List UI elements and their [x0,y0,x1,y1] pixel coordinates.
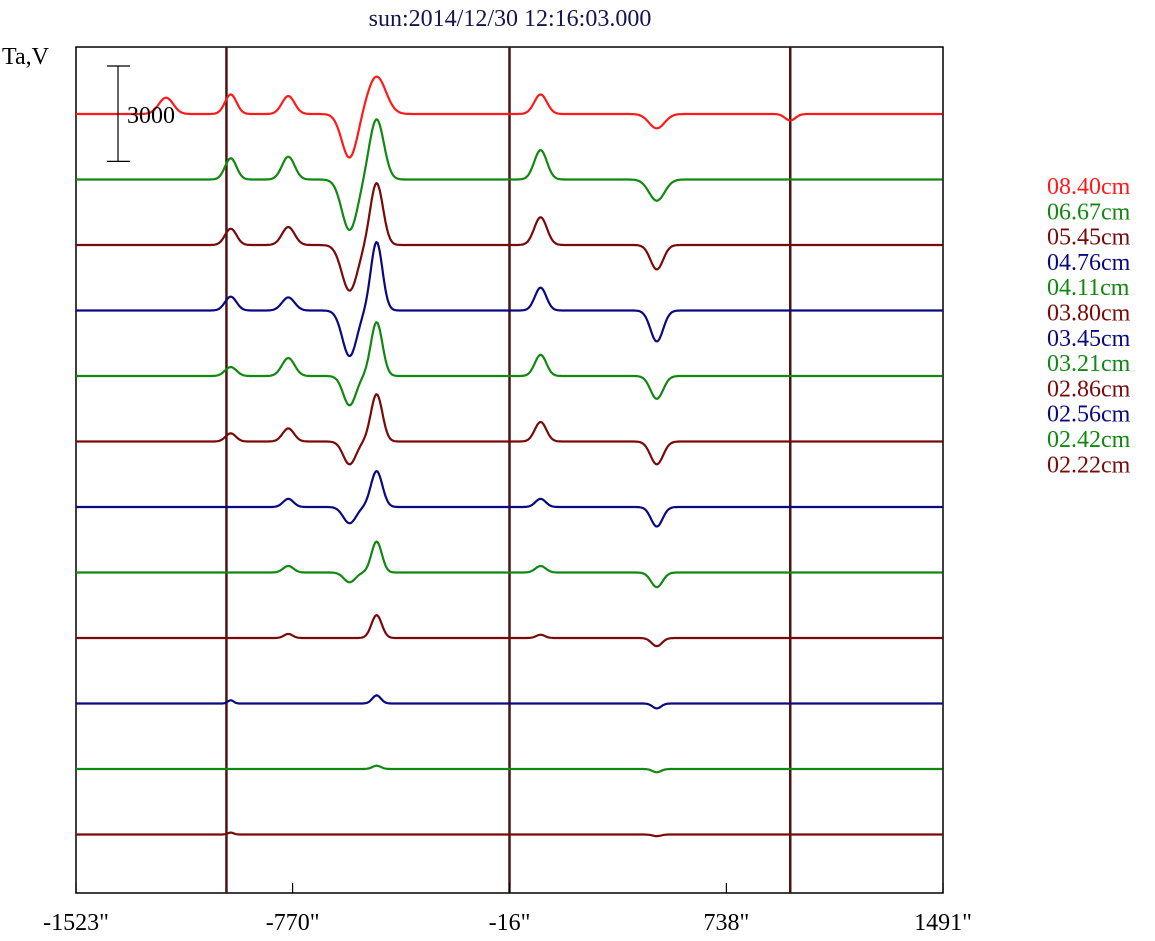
scale-bar-label: 3000 [127,103,175,129]
legend-item-06.67cm: 06.67cm [1047,199,1131,225]
trace-03.21cm [76,540,943,589]
scale-bar: 3000 [107,65,175,162]
x-tick-label-3: 738" [703,910,749,936]
trace-04.11cm [76,320,943,407]
legend-item-02.86cm: 02.86cm [1047,376,1131,402]
legend: 08.40cm06.67cm05.45cm04.76cm04.11cm03.80… [1047,174,1131,478]
trace-02.56cm [76,694,943,710]
trace-03.45cm [76,469,943,528]
series-traces [76,75,943,838]
trace-02.42cm [76,764,943,774]
legend-item-08.40cm: 08.40cm [1047,174,1131,200]
trace-02.22cm [76,831,943,838]
legend-item-05.45cm: 05.45cm [1047,225,1131,251]
legend-item-02.56cm: 02.56cm [1047,402,1131,428]
trace-05.45cm [76,181,943,292]
legend-item-03.21cm: 03.21cm [1047,351,1131,377]
trace-03.80cm [76,392,943,466]
trace-06.67cm [76,118,943,232]
legend-item-03.80cm: 03.80cm [1047,301,1131,327]
trace-04.76cm [76,240,943,358]
legend-item-02.42cm: 02.42cm [1047,427,1131,453]
x-tick-label-2: -16" [489,910,531,936]
x-tick-label-0: -1523" [43,910,109,936]
chart-title: sun:2014/12/30 12:16:03.000 [369,6,652,32]
trace-08.40cm [76,75,943,159]
trace-02.86cm [76,614,943,648]
legend-item-02.22cm: 02.22cm [1047,452,1131,478]
legend-item-04.11cm: 04.11cm [1047,275,1130,301]
x-axis-ticks: -1523" -770" -16" 738" 1491" [43,883,972,936]
y-axis-label: Ta,V [2,44,50,70]
vertical-reference-lines [225,47,792,893]
legend-item-03.45cm: 03.45cm [1047,326,1131,352]
legend-item-04.76cm: 04.76cm [1047,250,1131,276]
x-tick-label-1: -770" [266,910,320,936]
x-tick-label-4: 1491" [914,910,972,936]
